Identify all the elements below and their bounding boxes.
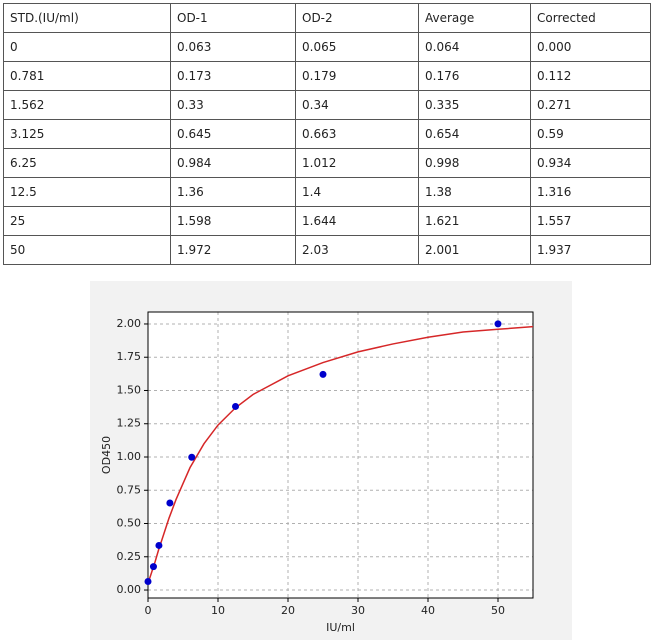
x-tick-label: 20	[281, 604, 295, 617]
table-cell: 0.998	[418, 148, 531, 178]
data-table: STD.(IU/ml) OD-1 OD-2 Average Corrected 0 0.06…	[3, 3, 651, 265]
y-tick-label: 1.00	[117, 450, 142, 463]
table-cell: Average	[418, 3, 531, 33]
table-cell: 0.34	[295, 90, 419, 120]
x-tick-label: 50	[491, 604, 505, 617]
table-cell: 0.984	[170, 148, 296, 178]
y-tick-label: 0.75	[117, 483, 142, 496]
table-row: 1.562 0.33 0.34 0.335 0.271	[3, 90, 651, 120]
table-cell: 0.176	[418, 61, 531, 91]
data-point	[232, 402, 239, 410]
x-tick-label: 30	[351, 604, 365, 617]
y-tick-label: 2.00	[117, 317, 142, 330]
table-cell: 12.5	[3, 177, 171, 207]
y-tick-label: 0.25	[117, 550, 142, 563]
table-cell: 1.562	[3, 90, 171, 120]
table-cell: 2.001	[418, 235, 531, 265]
x-tick-label: 0	[145, 604, 152, 617]
table-cell: 0.065	[295, 32, 419, 62]
data-point	[166, 499, 174, 507]
table-row: 50 1.972 2.03 2.001 1.937	[3, 235, 651, 265]
data-point	[144, 578, 152, 586]
table-cell: 1.937	[530, 235, 651, 265]
x-tick-label: 40	[421, 604, 435, 617]
table-row: 0 0.063 0.065 0.064 0.000	[3, 32, 651, 62]
y-tick-label: 1.75	[117, 350, 142, 363]
table-cell: STD.(IU/ml)	[3, 3, 171, 33]
table-cell: 50	[3, 235, 171, 265]
table-cell: 0.335	[418, 90, 531, 120]
table-cell: 1.557	[530, 206, 651, 236]
table-cell: 0.934	[530, 148, 651, 178]
data-point	[188, 453, 196, 461]
x-tick-label: 10	[211, 604, 225, 617]
table-cell: 1.621	[418, 206, 531, 236]
data-point	[494, 320, 502, 328]
plot-area	[148, 312, 533, 598]
x-axis-label: IU/ml	[326, 621, 355, 634]
data-point	[155, 541, 163, 549]
table-row: STD.(IU/ml) OD-1 OD-2 Average Corrected	[3, 3, 651, 33]
table-cell: 0.179	[295, 61, 419, 91]
y-tick-label: 0.00	[117, 583, 142, 596]
data-point	[319, 370, 327, 378]
y-tick-label: 1.25	[117, 417, 142, 430]
data-point	[149, 563, 157, 571]
table-cell: 0.654	[418, 119, 531, 149]
table-cell: 1.316	[530, 177, 651, 207]
table-cell: 0.063	[170, 32, 296, 62]
y-axis-label: OD450	[100, 436, 113, 474]
y-tick-label: 1.50	[117, 383, 142, 396]
table-cell: 0.645	[170, 119, 296, 149]
plot-frame	[147, 311, 534, 599]
table-cell: Corrected	[530, 3, 651, 33]
table-cell: OD-1	[170, 3, 296, 33]
table-row: 25 1.598 1.644 1.621 1.557	[3, 206, 651, 236]
table-cell: 1.972	[170, 235, 296, 265]
y-tick-label: 0.50	[117, 517, 142, 530]
